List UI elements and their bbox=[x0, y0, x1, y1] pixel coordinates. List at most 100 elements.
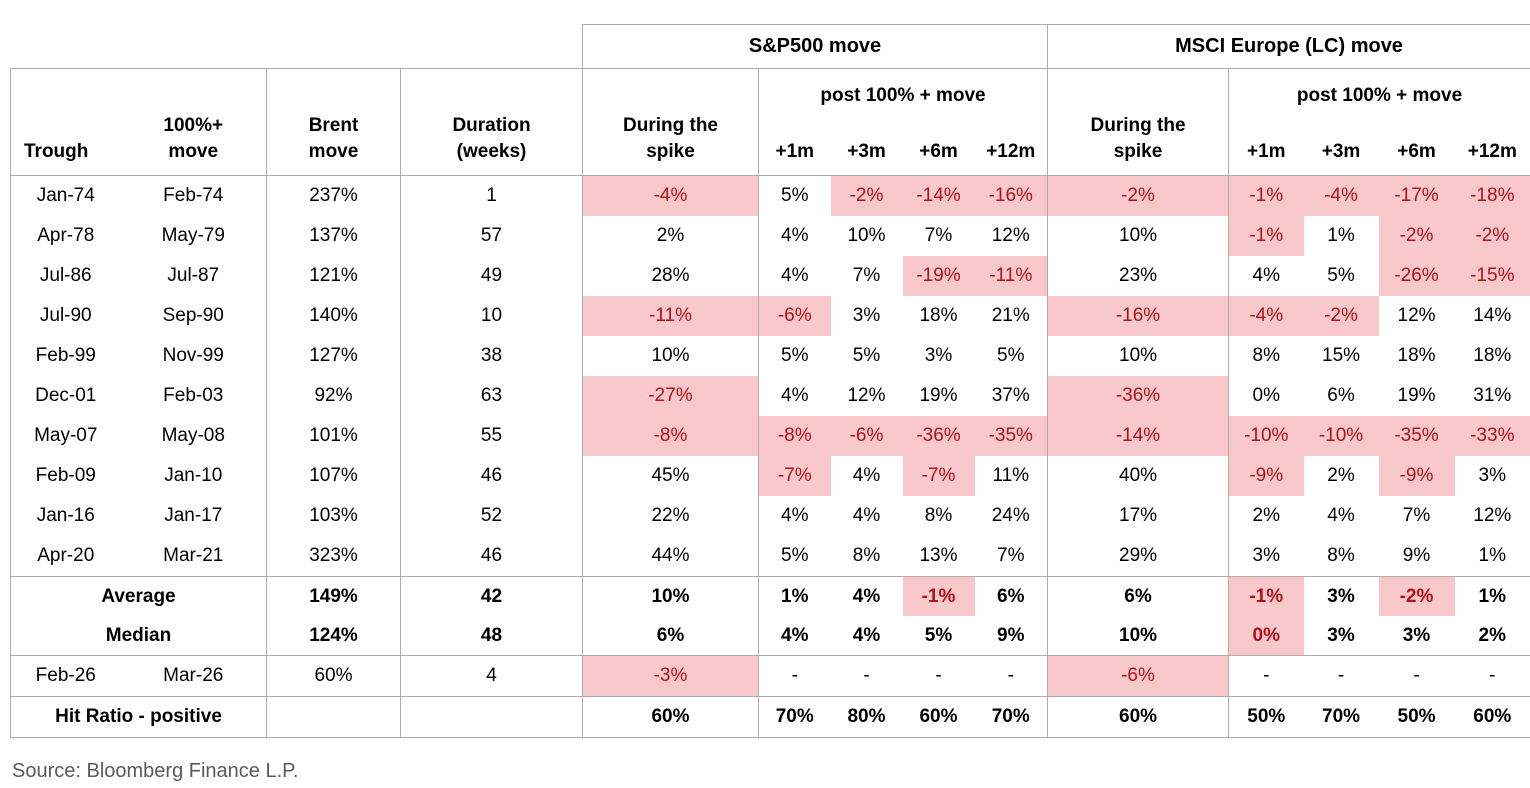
cell-msci-6m: 7% bbox=[1402, 505, 1431, 526]
cell-sp-spike: 6% bbox=[582, 616, 759, 656]
cell-sp-12m: - bbox=[974, 655, 1048, 697]
cell-msci-spike: -14% bbox=[1047, 416, 1229, 456]
cell-sp-1m: -7% bbox=[758, 456, 831, 496]
cell-sp-6m: 18% bbox=[919, 305, 958, 326]
cell-msci-spike: -2% bbox=[1047, 175, 1229, 216]
cell-sp-spike: 2% bbox=[582, 216, 759, 256]
group-header-msci: MSCI Europe (LC) move bbox=[1047, 24, 1530, 69]
cell-sp-12m: 6% bbox=[974, 576, 1048, 616]
cell-sp-3m: 80% bbox=[830, 696, 903, 738]
cell-brent-move: 92% bbox=[266, 376, 401, 416]
cell-sp-12m: 12% bbox=[991, 225, 1030, 246]
cell-sp-12m: 11% bbox=[992, 465, 1030, 486]
table-row: Feb-99 Nov-99 127% 38 10% 5% 5% 3% 5% 10% 8% 15% 18%… bbox=[10, 336, 1530, 376]
cell-msci-spike: -6% bbox=[1047, 655, 1229, 697]
cell-100pct-move: Sep-90 bbox=[162, 305, 224, 326]
cell-msci-1m: - bbox=[1228, 655, 1304, 697]
cell-trough: Jul-86 bbox=[10, 256, 121, 296]
cell-sp-spike: 10% bbox=[582, 336, 759, 376]
cell-100pct-move: May-08 bbox=[161, 425, 225, 446]
cell-trough: Apr-20 bbox=[10, 536, 121, 577]
cell-msci-12m: 2% bbox=[1454, 616, 1530, 656]
cell-sp-spike: 60% bbox=[582, 696, 759, 738]
cell-sp-1m: 4% bbox=[758, 256, 831, 296]
group-header-row: S&P500 move MSCI Europe (LC) move bbox=[11, 24, 1530, 69]
cell-duration: 46 bbox=[400, 456, 583, 496]
cell-sp-6m: -36% bbox=[902, 416, 975, 456]
col-header-sp-post-move: post 100% + move bbox=[757, 68, 1048, 124]
cell-msci-spike: 10% bbox=[1047, 336, 1229, 376]
cell-msci-1m: 0% bbox=[1228, 616, 1304, 656]
cell-sp-6m: -19% bbox=[902, 256, 975, 296]
cell-msci-3m: -2% bbox=[1303, 296, 1379, 336]
col-header-sp-1m: +1m bbox=[758, 123, 831, 176]
cell-duration bbox=[400, 696, 583, 738]
cell-msci-1m: 8% bbox=[1228, 336, 1304, 376]
table-row: Apr-78 May-79 137% 57 2% 4% 10% 7% 12% 10% -1% 1% -2… bbox=[10, 216, 1530, 256]
cell-trough: Feb-09 bbox=[10, 456, 121, 496]
cell-sp-6m: - bbox=[902, 655, 975, 697]
cell-msci-spike: -36% bbox=[1047, 376, 1229, 416]
cell-msci-12m: 14% bbox=[1454, 296, 1530, 336]
cell-sp-spike: 44% bbox=[582, 536, 759, 577]
cell-sp-12m: 21% bbox=[991, 305, 1030, 326]
cell-msci-3m: 8% bbox=[1327, 545, 1355, 566]
cell-sp-6m: 7% bbox=[924, 225, 953, 246]
cell-100pct-move: Jan-10 bbox=[164, 465, 223, 486]
cell-msci-spike: -16% bbox=[1047, 296, 1229, 336]
table-row: Jan-16 Jan-17 103% 52 22% 4% 4% 8% 24% 17% 2% 4% 7% 1… bbox=[10, 496, 1530, 536]
cell-sp-1m: 70% bbox=[758, 696, 831, 738]
cell-msci-6m: -9% bbox=[1378, 456, 1455, 496]
cell-msci-3m: -10% bbox=[1303, 416, 1379, 456]
cell-msci-6m: -2% bbox=[1378, 576, 1455, 616]
cell-duration: 4 bbox=[400, 655, 583, 697]
table-row: Average 149% 42 10% 1% 4% -1% 6% 6% -1% 3% -2% 1% bbox=[10, 576, 1530, 616]
corner-blank bbox=[11, 25, 583, 69]
table-row: May-07 May-08 101% 55 -8% -8% -6% -36% -35% -14% -… bbox=[10, 416, 1530, 456]
cell-msci-3m: 1% bbox=[1327, 225, 1355, 246]
cell-sp-spike: -11% bbox=[582, 296, 759, 336]
cell-brent-move: 107% bbox=[266, 456, 401, 496]
cell-msci-3m: 4% bbox=[1327, 505, 1355, 526]
cell-msci-6m: -17% bbox=[1378, 175, 1455, 216]
cell-msci-12m: 31% bbox=[1454, 376, 1530, 416]
cell-sp-3m: 8% bbox=[852, 545, 881, 566]
cell-msci-12m: -18% bbox=[1454, 175, 1530, 216]
cell-sp-12m: 9% bbox=[997, 624, 1025, 646]
cell-sp-12m: -11% bbox=[974, 256, 1048, 296]
cell-msci-12m: 3% bbox=[1454, 456, 1530, 496]
col-header-msci-during-spike: During the spike bbox=[1047, 68, 1229, 176]
cell-msci-3m: 3% bbox=[1303, 576, 1379, 616]
cell-msci-12m: 18% bbox=[1454, 336, 1530, 376]
cell-msci-12m: 12% bbox=[1454, 496, 1530, 536]
col-header-msci-12m: +12m bbox=[1454, 123, 1530, 176]
cell-sp-1m: 4% bbox=[758, 376, 831, 416]
cell-msci-12m: -33% bbox=[1454, 416, 1530, 456]
table-row: Hit Ratio - positive 60% 70% 80% 60% 70% 60% 50… bbox=[10, 696, 1530, 738]
row-label: Average bbox=[10, 576, 267, 616]
col-header-msci-post-move: post 100% + move bbox=[1228, 68, 1530, 124]
cell-msci-6m: 9% bbox=[1402, 545, 1431, 566]
cell-duration: 1 bbox=[400, 175, 583, 216]
cell-msci-12m: 60% bbox=[1454, 696, 1530, 738]
cell-msci-6m: 18% bbox=[1397, 345, 1436, 366]
cell-sp-1m: - bbox=[758, 655, 831, 697]
cell-msci-3m: 15% bbox=[1322, 345, 1361, 366]
cell-duration: 57 bbox=[400, 216, 583, 256]
cell-msci-1m: -1% bbox=[1228, 576, 1304, 616]
cell-msci-12m: 1% bbox=[1454, 576, 1530, 616]
cell-brent-move: 103% bbox=[266, 496, 401, 536]
cell-msci-6m: 50% bbox=[1378, 696, 1455, 738]
cell-trough: May-07 bbox=[10, 416, 121, 456]
cell-sp-3m: 12% bbox=[847, 385, 886, 406]
cell-brent-move: 60% bbox=[266, 655, 401, 697]
cell-sp-12m: -35% bbox=[974, 416, 1048, 456]
cell-100pct-move: Mar-26 bbox=[120, 655, 267, 697]
col-header-duration: Duration (weeks) bbox=[400, 68, 583, 176]
cell-msci-1m: -10% bbox=[1228, 416, 1304, 456]
table-row: Apr-20 Mar-21 323% 46 44% 5% 8% 13% 7% 29% 3% 8% 9% 1… bbox=[10, 536, 1530, 577]
cell-msci-spike: 10% bbox=[1047, 216, 1229, 256]
col-header-sp-during-spike: During the spike bbox=[582, 68, 759, 176]
cell-sp-3m: 4% bbox=[830, 576, 903, 616]
